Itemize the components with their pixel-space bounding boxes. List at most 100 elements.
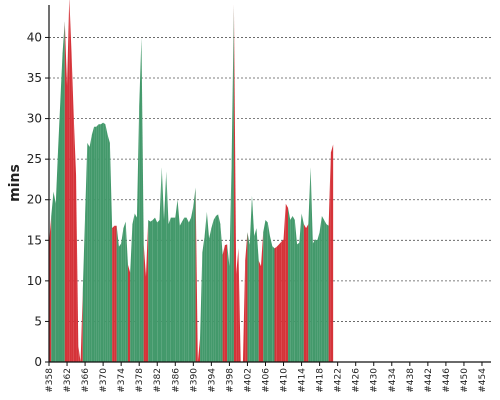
area-segment-green xyxy=(188,217,192,362)
x-tick-label: #442 xyxy=(424,368,434,393)
area-segment-green xyxy=(51,191,54,362)
area-segment-red xyxy=(233,5,237,362)
area-segment-green xyxy=(87,142,90,362)
area-segment-red xyxy=(71,53,74,362)
area-segment-red xyxy=(303,224,307,362)
area-segment-red xyxy=(64,21,68,363)
x-tick-label: #358 xyxy=(45,368,55,393)
area-segment-green xyxy=(100,122,104,362)
area-segment-green xyxy=(202,236,205,362)
area-segment-green xyxy=(204,211,207,362)
area-segment-red xyxy=(224,244,228,362)
x-tick-label: #390 xyxy=(189,368,199,393)
y-tick-label: 0 xyxy=(34,355,42,369)
area-segment-red xyxy=(195,187,198,362)
area-segment-red xyxy=(242,260,246,362)
area-segment-green xyxy=(249,195,252,362)
area-segment-green xyxy=(310,167,313,362)
area-segment-green xyxy=(132,213,135,362)
area-segment-green xyxy=(312,239,316,362)
x-tick-label: #422 xyxy=(334,368,344,393)
area-segment-green xyxy=(272,245,275,362)
area-segment-red xyxy=(114,225,117,362)
area-segment-green xyxy=(121,228,124,362)
x-tick-label: #394 xyxy=(207,368,217,393)
axes xyxy=(48,5,491,363)
area-segment-green xyxy=(297,242,300,362)
area-segment-green xyxy=(184,217,187,362)
x-tick-label: #438 xyxy=(406,368,416,393)
area-segment-red xyxy=(258,260,261,362)
area-segment-green xyxy=(173,217,176,362)
area-segment-green xyxy=(89,134,92,362)
area-segment-green xyxy=(136,106,140,362)
area-segment-green xyxy=(182,217,185,362)
area-segment-green xyxy=(150,220,153,362)
area-segment-green xyxy=(166,171,169,362)
area-segment-green xyxy=(290,215,293,362)
area-segment-green xyxy=(265,220,268,362)
x-tick-label: #374 xyxy=(117,368,127,393)
area-segment-green xyxy=(319,215,322,362)
area-segment-red xyxy=(276,244,280,362)
area-segment-green xyxy=(209,228,212,362)
area-segment-green xyxy=(200,252,203,362)
area-segment-green xyxy=(55,151,59,362)
area-segment-red xyxy=(69,0,72,362)
area-segment-green xyxy=(186,217,189,362)
area-segment-red xyxy=(73,118,77,362)
area-segment-green xyxy=(294,220,298,362)
x-tick-label: #366 xyxy=(81,368,91,393)
x-tick-label: #386 xyxy=(171,368,181,393)
y-axis-ticks: 0 5 10 15 20 25 30 35 40 xyxy=(27,30,49,369)
y-tick-label: 15 xyxy=(27,233,42,247)
area-segment-green xyxy=(85,142,88,362)
area-series xyxy=(49,0,334,363)
area-segment-green xyxy=(159,167,162,362)
x-tick-label: #426 xyxy=(352,368,362,393)
x-tick-label: #362 xyxy=(63,368,73,393)
area-segment-green xyxy=(263,220,266,362)
area-segment-red xyxy=(328,152,331,362)
x-axis-ticks: #358 #362 #366 #370 #374 #378 #382 #386 #390 #394… xyxy=(45,362,488,393)
area-segment-green xyxy=(118,243,122,362)
area-segment-green xyxy=(256,228,259,362)
area-segment-green xyxy=(326,224,329,362)
area-segment-green xyxy=(288,207,291,362)
area-segment-green xyxy=(134,213,137,362)
area-segment-green xyxy=(251,195,255,362)
y-tick-label: 40 xyxy=(27,30,42,44)
area-segment-green xyxy=(321,215,325,362)
area-segment-green xyxy=(308,167,311,362)
area-segment-red xyxy=(330,144,334,362)
area-segment-green xyxy=(103,122,106,362)
area-segment-red xyxy=(281,239,284,362)
area-segment-green xyxy=(157,220,160,362)
y-tick-label: 5 xyxy=(34,314,42,328)
area-segment-red xyxy=(279,241,282,362)
x-tick-label: #414 xyxy=(298,368,308,393)
area-segment-green xyxy=(130,224,133,362)
area-segment-green xyxy=(220,224,223,362)
x-tick-label: #430 xyxy=(370,368,380,393)
y-tick-label: 20 xyxy=(27,193,42,207)
y-tick-label: 10 xyxy=(27,274,42,288)
area-segment-green xyxy=(175,199,178,362)
area-segment-green xyxy=(211,220,214,362)
x-tick-label: #410 xyxy=(280,368,290,393)
area-segment-green xyxy=(179,221,183,362)
area-segment-green xyxy=(152,217,155,362)
area-segment-green xyxy=(215,214,219,362)
area-segment-green xyxy=(107,134,110,362)
area-segment-green xyxy=(123,221,126,362)
area-segment-green xyxy=(105,124,108,363)
area-segment-green xyxy=(170,217,174,362)
area-segment-green xyxy=(82,215,86,362)
area-segment-green xyxy=(116,225,119,362)
area-segment-red xyxy=(245,232,248,362)
x-tick-label: #382 xyxy=(153,368,163,393)
area-segment-green xyxy=(247,232,250,362)
area-segment-green xyxy=(213,215,216,362)
x-tick-label: #370 xyxy=(99,368,109,393)
area-segment-green xyxy=(301,213,304,362)
